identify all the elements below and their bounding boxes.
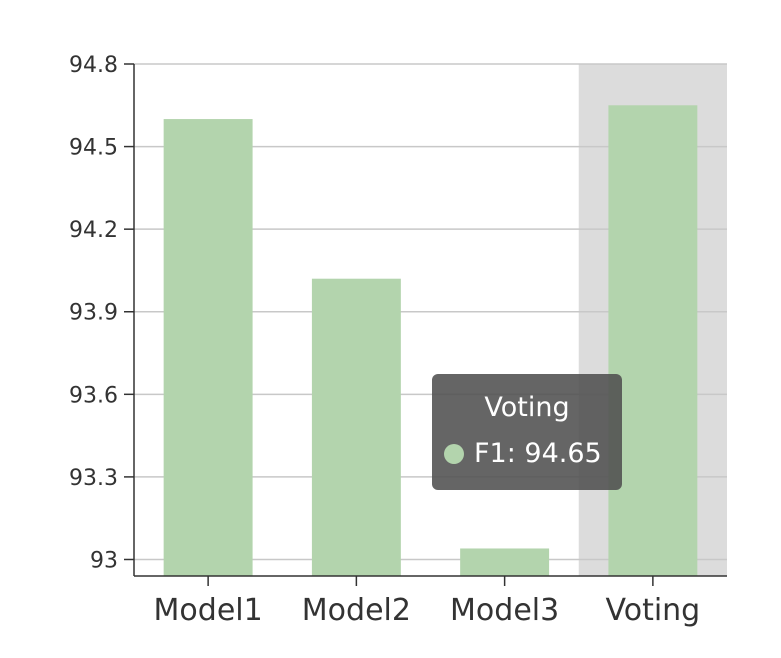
x-tick-label: Model2 [302, 593, 411, 628]
y-tick-label: 93.3 [69, 466, 118, 491]
y-tick-label: 94.8 [69, 53, 118, 78]
y-tick-label: 94.5 [69, 136, 118, 161]
axes [124, 63, 727, 586]
y-tick-label: 93.9 [69, 301, 118, 326]
y-tick-label: 94.2 [69, 218, 118, 243]
tick-labels: 93 93.3 93.6 93.9 94.2 94.5 94.8 Model1 Model2 Mo… [69, 53, 700, 628]
x-tick-label: Model3 [450, 593, 559, 628]
bar-voting[interactable] [608, 105, 698, 577]
tooltip-row: F1: 94.65 [444, 438, 602, 469]
x-tick-label: Model1 [154, 593, 263, 628]
x-tick-label: Voting [606, 593, 701, 628]
bar-model1[interactable] [163, 119, 253, 576]
tooltip-title: Voting [484, 392, 570, 423]
y-tick-label: 93.6 [69, 383, 118, 408]
tooltip-value: F1: 94.65 [474, 438, 602, 469]
tooltip-series-dot [444, 443, 464, 464]
y-tick-label: 93 [90, 548, 118, 573]
tooltip: Voting F1: 94.65 [432, 374, 622, 490]
bar-model2[interactable] [311, 278, 401, 576]
bar-model3[interactable] [460, 548, 550, 576]
bars [163, 105, 698, 577]
